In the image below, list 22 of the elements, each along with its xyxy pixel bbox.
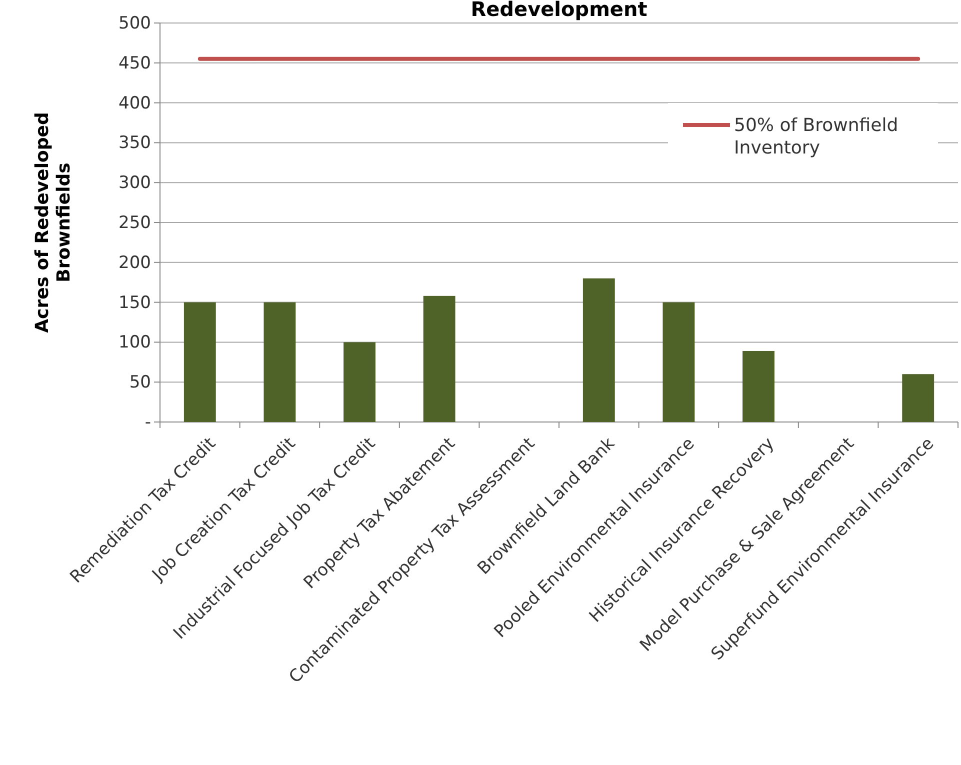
y-tick-label: -	[144, 412, 151, 432]
y-tick-label: 500	[118, 13, 151, 34]
bar	[742, 350, 774, 422]
bar	[264, 302, 296, 422]
bar	[344, 342, 376, 422]
bar	[184, 302, 216, 422]
y-tick-label: 450	[118, 53, 151, 74]
y-tick-label: 50	[129, 372, 151, 393]
y-tick-label: 250	[118, 212, 151, 233]
chart-title: Redevelopment	[470, 0, 648, 21]
bar	[902, 374, 934, 422]
bar	[423, 296, 456, 422]
y-axis-title: Acres of Redeveloped Brownfields	[32, 112, 75, 333]
bar	[662, 302, 695, 422]
y-tick-label: 300	[118, 173, 151, 194]
bar	[582, 278, 615, 422]
y-tick-label: 200	[118, 252, 151, 273]
y-tick-label: 400	[118, 93, 151, 114]
y-tick-label: 150	[118, 292, 151, 313]
y-tick-label: 350	[118, 133, 151, 154]
y-tick-label: 100	[118, 332, 151, 353]
legend-label: 50% of Brownfield Inventory	[734, 115, 898, 158]
